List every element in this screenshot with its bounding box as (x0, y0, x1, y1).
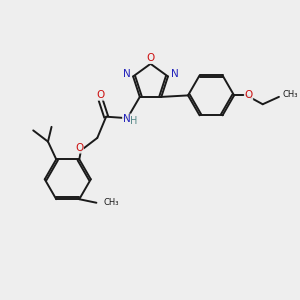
Text: O: O (75, 143, 83, 153)
Text: O: O (146, 53, 155, 64)
Text: N: N (171, 68, 178, 79)
Text: CH₃: CH₃ (104, 198, 119, 207)
Text: O: O (244, 90, 253, 100)
Text: N: N (123, 68, 130, 79)
Text: CH₃: CH₃ (283, 90, 298, 99)
Text: N: N (123, 114, 130, 124)
Text: H: H (130, 116, 138, 125)
Text: O: O (97, 90, 105, 100)
